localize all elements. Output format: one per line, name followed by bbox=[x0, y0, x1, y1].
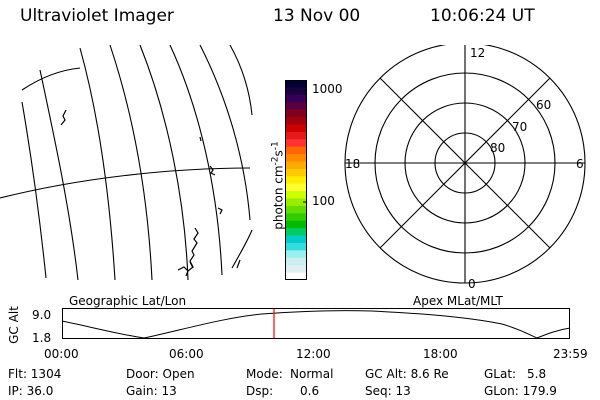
time-tick-2359: 23:59 bbox=[553, 347, 588, 361]
coastline bbox=[187, 227, 199, 272]
mlat-label-70: 70 bbox=[512, 120, 528, 134]
polar-plot bbox=[344, 45, 586, 284]
altitude-tick-bottom: 1.8 bbox=[32, 331, 52, 345]
time-tick-1200: 12:00 bbox=[296, 347, 331, 361]
coastline bbox=[60, 109, 67, 126]
mlt-label-18: 18 bbox=[345, 157, 361, 171]
time-tick-0600: 06:00 bbox=[169, 347, 204, 361]
latitude-line bbox=[21, 67, 81, 91]
mode-label: Mode: bbox=[246, 367, 283, 381]
colorbar-cell bbox=[285, 80, 307, 89]
mlt-label-12: 12 bbox=[470, 46, 486, 60]
colorbar-cell bbox=[285, 124, 307, 133]
colorbar bbox=[285, 80, 307, 280]
colorbar-cell bbox=[285, 109, 307, 118]
colorbar-cell bbox=[285, 131, 307, 140]
mlt-label-0: 0 bbox=[468, 277, 476, 291]
mlt-diagonal bbox=[379, 77, 551, 249]
longitude-line bbox=[229, 44, 253, 116]
sequence-number: Seq: 13 bbox=[365, 384, 411, 398]
coastline bbox=[189, 261, 194, 269]
time-label: 10:06:24 UT bbox=[430, 6, 535, 26]
time-tick-1800: 18:00 bbox=[423, 347, 458, 361]
coastline bbox=[177, 266, 189, 277]
altitude-curve bbox=[62, 310, 571, 339]
geographic-panel-label: Geographic Lat/Lon bbox=[69, 294, 187, 308]
colorbar-cell bbox=[285, 257, 307, 266]
glon-value: GLon: 179.9 bbox=[484, 384, 557, 398]
colorbar-cell bbox=[285, 213, 307, 222]
apex-panel-label: Apex MLat/MLT bbox=[413, 294, 503, 308]
colorbar-cell bbox=[285, 272, 307, 280]
geographic-map bbox=[0, 44, 253, 281]
date-label: 13 Nov 00 bbox=[273, 6, 361, 26]
gc-altitude: GC Alt: 8.6 Re bbox=[365, 367, 449, 381]
colorbar-cell bbox=[285, 161, 307, 170]
longitude-line bbox=[39, 69, 79, 281]
colorbar-tick-100: 100 bbox=[312, 194, 335, 208]
colorbar-cell bbox=[285, 154, 307, 163]
longitude-line bbox=[139, 44, 189, 281]
altitude-tick-top: 9.0 bbox=[32, 308, 52, 322]
coastline bbox=[217, 207, 223, 215]
colorbar-cell bbox=[285, 220, 307, 229]
coastline bbox=[199, 136, 202, 142]
glat-label: GLat: bbox=[484, 367, 517, 381]
colorbar-cell bbox=[285, 183, 307, 192]
colorbar-cell bbox=[285, 265, 307, 274]
colorbar-cell bbox=[285, 94, 307, 103]
colorbar-cell bbox=[285, 139, 307, 148]
ip-value: IP: 36.0 bbox=[8, 384, 54, 398]
mlat-label-60: 60 bbox=[536, 98, 552, 112]
colorbar-cell bbox=[285, 176, 307, 185]
time-tick-0000: 00:00 bbox=[44, 347, 79, 361]
mlat-label-80: 80 bbox=[490, 141, 506, 155]
colorbar-cell bbox=[285, 198, 307, 207]
gain-value: Gain: 13 bbox=[126, 384, 177, 398]
colorbar-cell bbox=[285, 250, 307, 259]
colorbar-cell bbox=[285, 205, 307, 214]
colorbar-unit-label: photon cm-2s-1 bbox=[270, 141, 286, 230]
colorbar-cell bbox=[285, 168, 307, 177]
colorbar-tick-1000: 1000 bbox=[312, 82, 343, 96]
flight-number: Flt: 1304 bbox=[8, 367, 62, 381]
colorbar-cell bbox=[285, 228, 307, 237]
map-edge bbox=[231, 229, 253, 269]
colorbar-cell bbox=[285, 146, 307, 155]
colorbar-cell bbox=[285, 117, 307, 126]
longitude-line bbox=[79, 47, 116, 281]
colorbar-cell bbox=[285, 102, 307, 111]
colorbar-cell bbox=[285, 191, 307, 200]
colorbar-cell bbox=[285, 242, 307, 251]
glat-value: 5.8 bbox=[527, 367, 547, 381]
altitude-axis-label: GC Alt bbox=[7, 306, 21, 344]
longitude-line bbox=[109, 44, 153, 281]
colorbar-cell bbox=[285, 87, 307, 96]
altitude-plot bbox=[62, 308, 571, 339]
altitude-plot-frame bbox=[62, 308, 570, 339]
mlt-label-6: 6 bbox=[576, 157, 584, 171]
latitude-line bbox=[0, 167, 251, 199]
instrument-title: Ultraviolet Imager bbox=[20, 6, 174, 26]
coastline bbox=[209, 165, 216, 176]
coastline bbox=[236, 259, 241, 269]
colorbar-cell bbox=[285, 235, 307, 244]
longitude-line bbox=[169, 44, 223, 276]
dsp-value: 0.6 bbox=[300, 384, 320, 398]
mode-value: Normal bbox=[290, 367, 334, 381]
longitude-line bbox=[199, 44, 251, 221]
dsp-label: Dsp: bbox=[246, 384, 274, 398]
door-status: Door: Open bbox=[126, 367, 195, 381]
